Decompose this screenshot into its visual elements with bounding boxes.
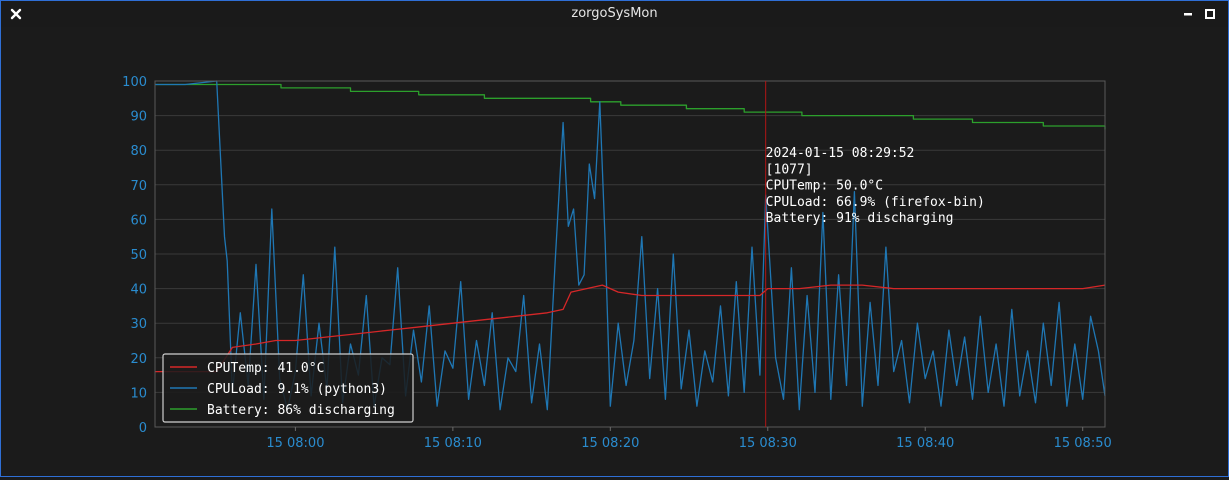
cursor-info-line: [1077] <box>766 162 813 177</box>
y-tick-label: 0 <box>139 421 147 436</box>
title-bar[interactable]: zorgoSysMon <box>1 1 1228 27</box>
x-tick-label: 15 08:50 <box>1054 436 1112 451</box>
plot-frame <box>154 80 1106 428</box>
cursor-info-line: 2024-01-15 08:29:52 <box>766 146 915 161</box>
maximize-icon[interactable] <box>1201 5 1219 23</box>
battery-series-line <box>155 83 1106 130</box>
x-axis: 15 08:00 15 08:10 15 08:20 15 08:30 15 08:40… <box>266 427 1112 451</box>
y-tick-label: 50 <box>130 248 147 263</box>
cursor-info-line: CPUTemp: 50.0°C <box>766 179 883 194</box>
legend-entry: Battery: 86% discharging <box>207 403 395 418</box>
legend-entry: CPULoad: 9.1% (python3) <box>207 382 387 397</box>
minimize-icon[interactable] <box>1179 5 1197 23</box>
x-tick-label: 15 08:40 <box>896 436 954 451</box>
y-tick-label: 80 <box>130 144 147 159</box>
legend-box <box>162 353 414 423</box>
y-tick-label: 60 <box>130 213 147 228</box>
y-tick-label: 30 <box>130 317 147 332</box>
cursor: 2024-01-15 08:29:52[1077] CPUTemp: 50.0°C… <box>765 81 985 427</box>
window-title: zorgoSysMon <box>571 6 658 21</box>
chart-area[interactable]: 0 10 20 30 40 50 60 70 80 90 100 15 08:00 15 08:10 1… <box>1 27 1228 476</box>
x-tick-label: 15 08:00 <box>266 436 324 451</box>
cursor-info-line: Battery: 91% discharging <box>766 211 954 226</box>
y-tick-label: 10 <box>130 386 147 401</box>
y-axis: 0 10 20 30 40 50 60 70 80 90 100 <box>122 75 147 436</box>
x-tick-label: 15 08:30 <box>739 436 797 451</box>
close-icon[interactable] <box>7 5 25 23</box>
y-tick-label: 90 <box>130 110 147 125</box>
x-tick-label: 15 08:10 <box>424 436 482 451</box>
y-tick-label: 40 <box>130 283 147 298</box>
cursor-info-line: CPULoad: 66.9% (firefox-bin) <box>766 195 985 210</box>
y-tick-label: 100 <box>122 75 147 90</box>
y-tick-label: 20 <box>130 352 147 367</box>
cputemp-series-line <box>155 284 1106 373</box>
legend-entry: CPUTemp: 41.0°C <box>207 361 324 376</box>
x-tick-label: 15 08:20 <box>581 436 639 451</box>
legend: CPUTemp: 41.0°C CPULoad: 9.1% (python3) Ba… <box>162 353 414 423</box>
y-tick-label: 70 <box>130 179 147 194</box>
